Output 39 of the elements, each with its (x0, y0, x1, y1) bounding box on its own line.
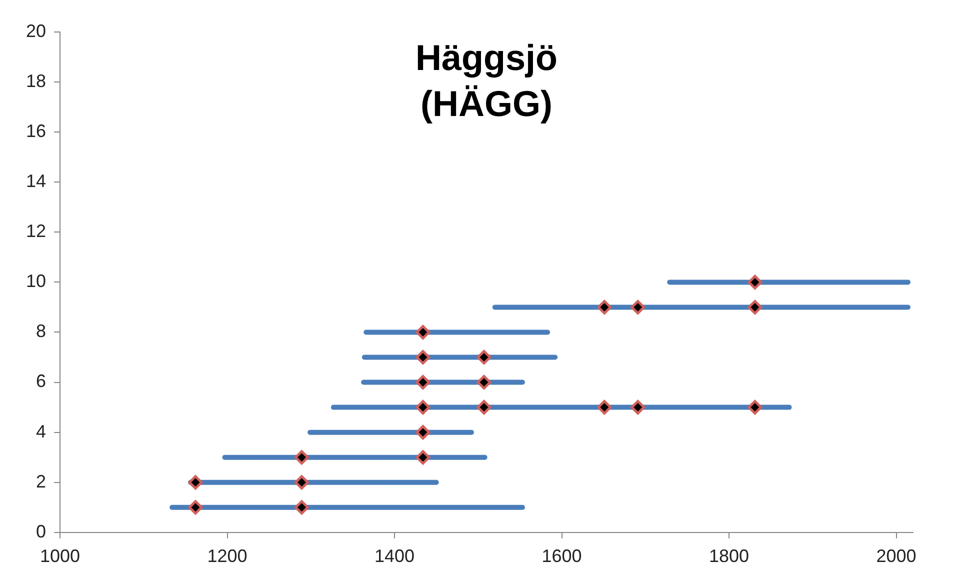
y-tick-label: 4 (36, 421, 46, 442)
text: Häggsjö (HÄGG) (416, 36, 558, 124)
point (748, 274, 762, 290)
point (294, 475, 309, 490)
point (416, 425, 430, 440)
point (748, 400, 762, 415)
y-tick-label: 18 (26, 71, 46, 92)
y-tick-label: 10 (26, 271, 46, 292)
y-tick-label: 20 (26, 20, 46, 41)
point (416, 400, 430, 415)
point (748, 300, 762, 314)
x-tick-label: 1800 (709, 546, 750, 566)
y-tick-label: 16 (26, 121, 46, 142)
x-tick-label: 2000 (876, 546, 916, 566)
point (597, 300, 612, 314)
point (597, 400, 612, 415)
point (630, 400, 646, 415)
x-tick-label: 1400 (374, 546, 415, 566)
point (416, 324, 430, 340)
x-tick-label: 1600 (542, 546, 582, 566)
point (294, 500, 309, 515)
y-tick-label: 6 (36, 371, 46, 392)
point (294, 450, 309, 465)
y-tick-label: 12 (26, 221, 46, 242)
x-tick-label: 1000 (40, 546, 80, 566)
point (476, 350, 492, 365)
point (188, 475, 203, 490)
point (630, 300, 646, 314)
point (188, 500, 203, 515)
x-tick-label: 1200 (207, 546, 248, 566)
point (416, 350, 430, 365)
point (476, 400, 492, 415)
point (476, 375, 492, 390)
point (416, 450, 430, 465)
point (416, 375, 430, 390)
y-tick-label: 2 (36, 471, 46, 492)
y-tick-label: 14 (26, 171, 46, 192)
y-tick-label: 0 (36, 521, 46, 542)
y-tick-label: 8 (36, 321, 46, 342)
